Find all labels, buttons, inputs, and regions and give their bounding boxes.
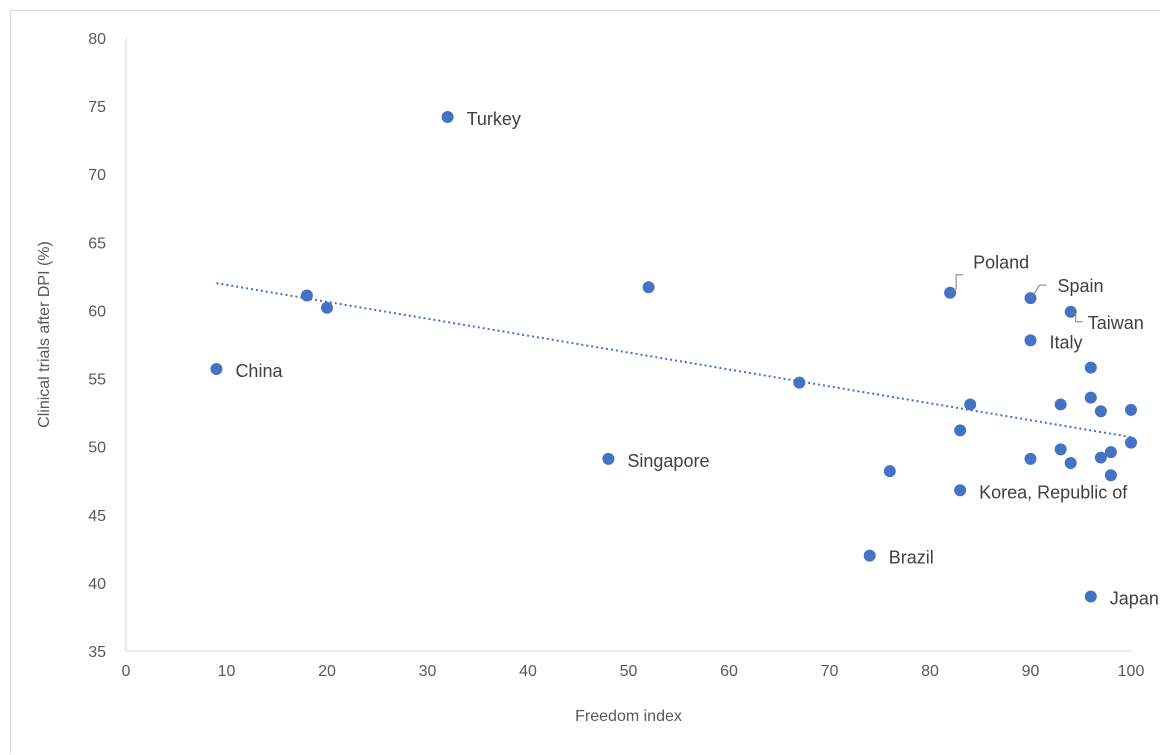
x-tick-label: 70 [821,663,839,680]
data-point [1024,452,1037,465]
point-label: Korea, Republic of [979,482,1128,502]
label-leader-line [1070,311,1083,323]
point-label: Singapore [627,451,709,471]
data-point [602,452,615,465]
data-point [1084,361,1097,374]
data-point [1064,457,1077,470]
point-label: Italy [1050,332,1083,352]
data-point [863,549,876,562]
point-label: China [235,361,283,381]
x-tick-label: 50 [620,663,638,680]
y-tick-label: 35 [88,644,106,661]
data-point [210,363,223,376]
data-point [1084,391,1097,404]
data-point [1104,446,1117,459]
y-tick-label: 45 [88,508,106,525]
data-point [1054,443,1067,456]
point-labels: China Turkey Singapore Brazil Poland Korea, R… [235,109,1158,609]
data-point [793,376,806,389]
y-tick-label: 65 [88,235,106,252]
data-point [300,289,313,302]
data-point [642,281,655,294]
data-point [1125,436,1137,449]
x-tick-label: 10 [218,663,236,680]
point-label: Brazil [889,548,934,568]
x-tick-label: 100 [1118,663,1145,680]
data-point [954,484,967,497]
data-point [1024,334,1037,347]
x-tick-label: 40 [519,663,537,680]
y-tick-label: 70 [88,167,106,184]
x-tick-label: 60 [720,663,738,680]
label-leader-line [949,274,964,294]
data-point [1084,590,1097,603]
y-axis-title: Clinical trials after DPI (%) [36,241,53,428]
data-point [1104,469,1117,482]
data-point [321,301,333,314]
data-point [1125,403,1137,416]
trendline [216,282,1132,439]
data-point [954,424,967,437]
x-tick-label: 90 [1022,663,1040,680]
data-point [1094,451,1107,464]
y-tick-label: 60 [88,303,106,320]
point-label: Poland [973,253,1029,273]
data-point [883,465,896,478]
x-tick-label: 0 [122,663,131,680]
y-tick-label: 55 [88,372,106,389]
point-label: Spain [1058,276,1104,296]
x-tick-label: 30 [419,663,437,680]
data-point [964,398,977,411]
y-tick-label: 50 [88,440,106,457]
data-point [1094,405,1107,418]
chart-canvas: 0 10 20 30 40 50 60 70 80 90 100 35 40 45 50 55 60 65 70 7… [36,31,1159,725]
data-point [1054,398,1067,411]
scatter-chart: 0 10 20 30 40 50 60 70 80 90 100 35 40 45 50 55 60 65 70 7… [10,10,1160,754]
point-label: Japan [1110,589,1159,609]
x-tick-label: 80 [921,663,939,680]
x-tick-label: 20 [318,663,336,680]
point-label: Taiwan [1088,313,1144,333]
y-tick-label: 75 [88,99,106,116]
y-tick-label: 80 [88,31,106,48]
data-point [441,111,454,124]
x-tick-labels: 0 10 20 30 40 50 60 70 80 90 100 [122,663,1145,680]
y-tick-label: 40 [88,576,106,593]
point-label: Turkey [467,109,521,129]
data-points [210,111,1137,603]
y-tick-labels: 35 40 45 50 55 60 65 70 75 80 [88,31,106,661]
x-axis-title: Freedom index [575,708,682,725]
label-leader-line [1030,284,1047,299]
axes-group [125,38,1131,652]
